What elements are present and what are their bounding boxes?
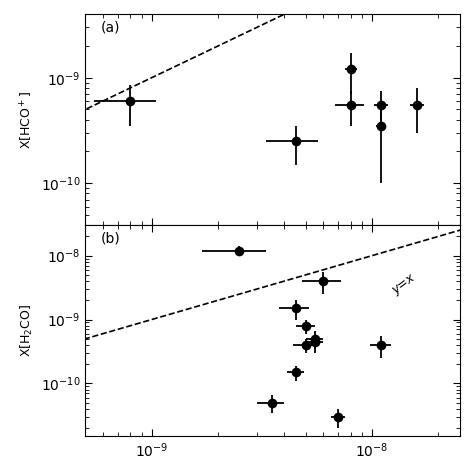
Y-axis label: X[H$_2$CO]: X[H$_2$CO] [19,304,35,357]
Text: y=x: y=x [390,272,418,297]
Text: (b): (b) [100,231,120,246]
Y-axis label: X[HCO$^+$]: X[HCO$^+$] [19,91,35,149]
Text: (a): (a) [100,20,120,35]
